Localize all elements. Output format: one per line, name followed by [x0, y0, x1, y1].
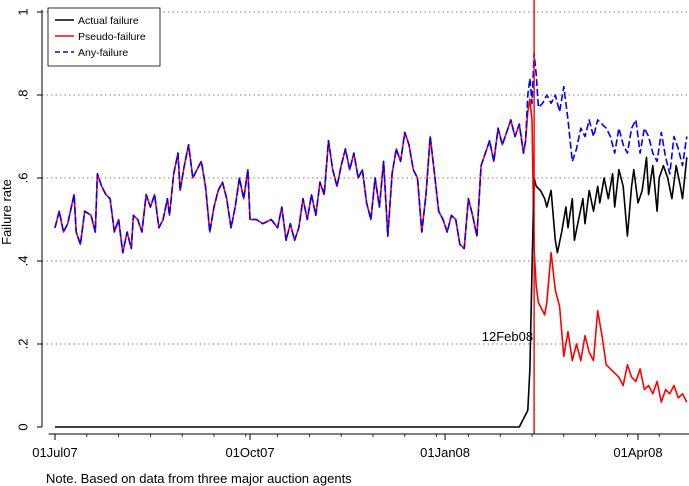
y-tick-label: .2	[15, 339, 30, 350]
x-tick-label: 01Jan08	[420, 445, 470, 460]
legend: Actual failure Pseudo-failure Any-failure	[47, 7, 161, 67]
series-line-actual-failure	[55, 156, 688, 428]
y-axis-title: Failure rate	[0, 179, 14, 245]
series-lines	[54, 52, 688, 428]
series-line-pseudo-failure	[54, 98, 688, 403]
legend-label: Actual failure	[78, 15, 139, 27]
y-tick-label: .8	[15, 90, 30, 101]
series-line-any-failure	[54, 52, 688, 254]
legend-box	[47, 7, 161, 67]
x-tick-label: 01Jul07	[32, 445, 78, 460]
legend-label: Any-failure	[78, 47, 128, 59]
y-tick-label: .6	[15, 173, 30, 184]
y-tick-label: 1	[15, 8, 30, 15]
annotation: 12Feb08	[482, 0, 535, 434]
event-label: 12Feb08	[482, 329, 533, 344]
legend-label: Pseudo-failure	[78, 31, 146, 43]
y-tick-label: .4	[15, 256, 30, 267]
x-tick-label: 01Oct07	[225, 445, 274, 460]
x-tick-label: 01Apr08	[613, 445, 662, 460]
y-tick-label: 0	[15, 423, 30, 430]
axes: 0 .2 .4 .6 .8 1 01Jul07 01Oct07 01Jan08 01Apr08	[15, 8, 689, 460]
chart-note: Note. Based on data from three major auc…	[46, 471, 352, 486]
